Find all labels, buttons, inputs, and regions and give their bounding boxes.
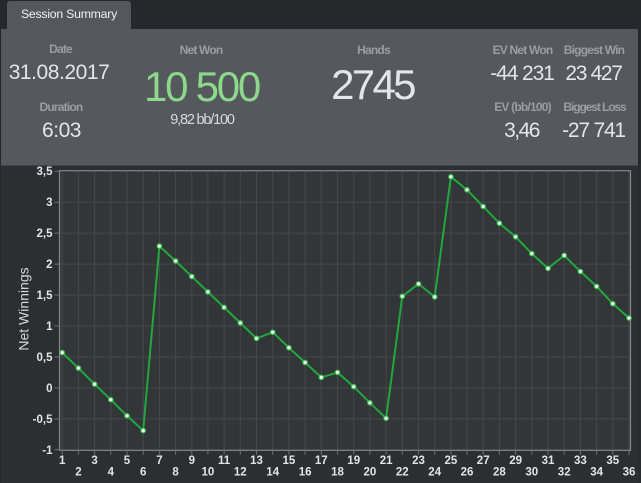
svg-text:10: 10 bbox=[202, 467, 215, 479]
svg-text:8: 8 bbox=[172, 467, 179, 479]
svg-text:-0,5: -0,5 bbox=[33, 414, 53, 426]
svg-text:3: 3 bbox=[46, 197, 52, 209]
svg-text:18: 18 bbox=[331, 467, 344, 479]
svg-text:30: 30 bbox=[525, 467, 538, 479]
svg-text:31: 31 bbox=[542, 455, 555, 467]
svg-text:32: 32 bbox=[558, 467, 571, 479]
svg-text:11: 11 bbox=[218, 455, 231, 467]
svg-text:2: 2 bbox=[75, 467, 81, 479]
svg-text:27: 27 bbox=[477, 455, 490, 467]
svg-text:0: 0 bbox=[46, 383, 52, 395]
svg-text:3: 3 bbox=[91, 455, 97, 467]
svg-text:9: 9 bbox=[189, 455, 195, 467]
svg-text:1: 1 bbox=[59, 455, 66, 467]
svg-text:28: 28 bbox=[493, 467, 506, 479]
svg-text:1,5: 1,5 bbox=[37, 290, 54, 302]
svg-text:5: 5 bbox=[124, 455, 131, 467]
svg-text:24: 24 bbox=[428, 467, 441, 479]
svg-text:4: 4 bbox=[108, 467, 115, 479]
svg-text:29: 29 bbox=[509, 455, 522, 467]
svg-text:19: 19 bbox=[347, 455, 360, 467]
svg-text:35: 35 bbox=[606, 455, 619, 467]
svg-text:12: 12 bbox=[234, 467, 247, 479]
svg-text:15: 15 bbox=[283, 455, 296, 467]
svg-text:13: 13 bbox=[250, 455, 263, 467]
svg-text:1: 1 bbox=[46, 321, 53, 333]
svg-text:26: 26 bbox=[461, 467, 474, 479]
svg-text:33: 33 bbox=[574, 455, 587, 467]
svg-text:2: 2 bbox=[46, 259, 52, 271]
svg-text:34: 34 bbox=[590, 467, 603, 479]
svg-text:14: 14 bbox=[266, 467, 279, 479]
svg-text:17: 17 bbox=[315, 455, 328, 467]
svg-text:3,5: 3,5 bbox=[37, 166, 54, 178]
svg-text:-1: -1 bbox=[42, 445, 53, 457]
svg-text:7: 7 bbox=[156, 455, 162, 467]
svg-text:23: 23 bbox=[412, 455, 425, 467]
svg-text:20: 20 bbox=[364, 467, 377, 479]
svg-text:2,5: 2,5 bbox=[37, 228, 54, 240]
svg-text:6: 6 bbox=[140, 467, 146, 479]
svg-text:25: 25 bbox=[445, 455, 458, 467]
svg-text:36: 36 bbox=[623, 467, 636, 479]
svg-text:16: 16 bbox=[299, 467, 312, 479]
svg-text:22: 22 bbox=[396, 467, 409, 479]
svg-text:0,5: 0,5 bbox=[37, 352, 54, 364]
svg-text:21: 21 bbox=[380, 455, 393, 467]
svg-text:Net Winnings: Net Winnings bbox=[16, 267, 32, 350]
